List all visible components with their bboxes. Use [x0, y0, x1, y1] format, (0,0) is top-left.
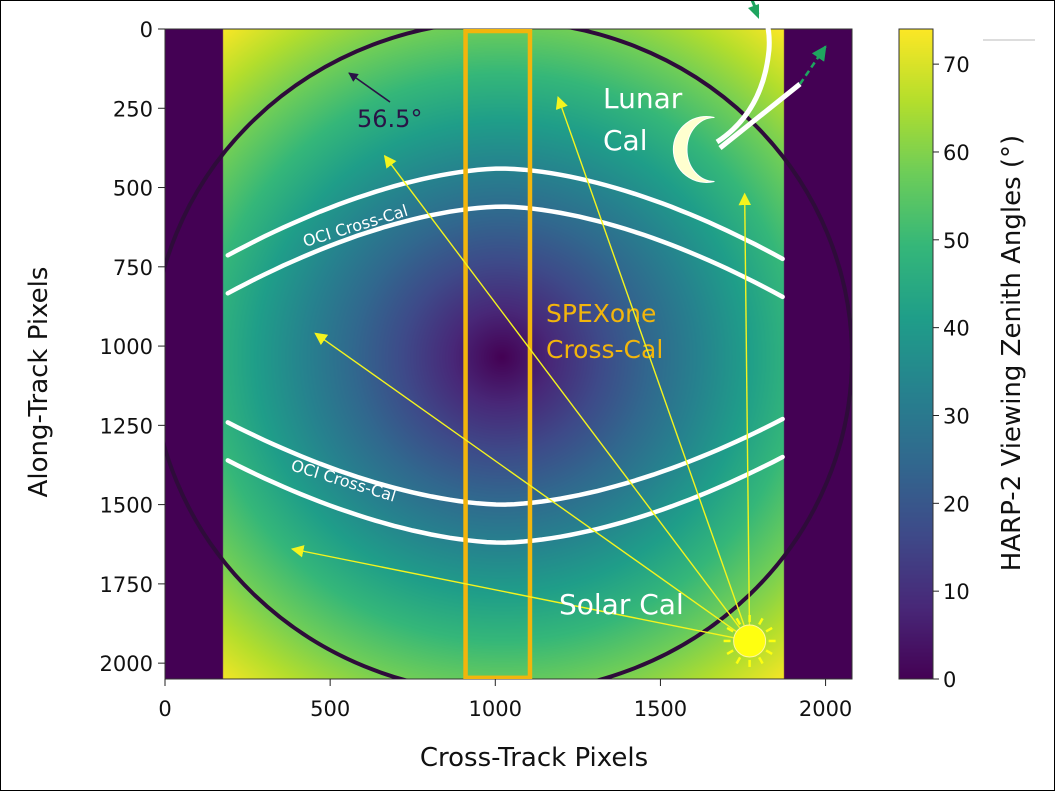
- colorbar-tick-label: 20: [943, 492, 970, 516]
- colorbar-tick-label: 60: [943, 141, 970, 165]
- spexone-label: Cross-Cal: [546, 335, 663, 364]
- colorbar-gradient: [899, 29, 933, 679]
- y-tick-label: 500: [113, 177, 153, 201]
- solar-ray-arrow: [314, 332, 751, 642]
- calibration-overlay-unclipped: [715, 0, 827, 150]
- x-tick-label: 1000: [469, 697, 522, 721]
- y-tick-label: 1500: [100, 494, 153, 518]
- y-tick-label: 1000: [100, 335, 153, 359]
- lunar-cal-label: Cal: [603, 124, 648, 157]
- y-tick-label: 0: [140, 18, 153, 42]
- y-axis-label: Along-Track Pixels: [24, 267, 54, 498]
- colorbar-ticks: 0 10 20 30 40 50 60 70: [933, 53, 970, 692]
- lunar-arrow: [718, 82, 802, 150]
- solar-ray-arrow: [738, 192, 752, 641]
- sun-ray: [735, 656, 742, 665]
- spexone-band: [463, 29, 533, 679]
- colorbar-tick-label: 10: [943, 580, 970, 604]
- spexone-label: SPEXone: [546, 299, 656, 328]
- oci-cross-cal-curve: [225, 416, 785, 507]
- colorbar-tick-label: 70: [943, 53, 970, 77]
- colorbar-tick-label: 40: [943, 317, 970, 341]
- y-tick-label: 750: [113, 256, 153, 280]
- x-axis-label: Cross-Track Pixels: [420, 743, 648, 773]
- lunar-cal-label: Lunar: [603, 82, 683, 115]
- colorbar-tick-label: 30: [943, 404, 970, 428]
- y-axis: 0 250 500 750 1000 1250 1500 1750 2000: [100, 18, 165, 676]
- colorbar-frame: [898, 28, 934, 680]
- sun-ray: [765, 626, 773, 633]
- x-tick-label: 2000: [799, 697, 852, 721]
- sun-ray: [765, 649, 773, 656]
- lunar-green-arrow: [798, 45, 827, 85]
- colorbar-tick-label: 50: [943, 229, 970, 253]
- x-tick-label: 500: [310, 697, 350, 721]
- sun-icon: [723, 614, 776, 667]
- x-tick-label: 0: [158, 697, 171, 721]
- sun-ray: [758, 656, 764, 665]
- solar-cal-label: Solar Cal: [559, 588, 684, 621]
- x-axis: 0 500 1000 1500 2000: [158, 679, 852, 721]
- oci-cross-cal-curve: [225, 204, 785, 300]
- oci-cross-cal-curve: [225, 166, 785, 262]
- x-tick-label: 1500: [634, 697, 687, 721]
- sun-disk: [733, 624, 767, 658]
- y-tick-label: 2000: [100, 652, 153, 676]
- angle-arrow: [348, 72, 391, 103]
- y-tick-label: 1250: [100, 414, 153, 438]
- lunar-arrow: [715, 0, 772, 145]
- vza-heatmap-image: [165, 29, 852, 679]
- colorbar-tick-label: 0: [943, 668, 956, 692]
- sun-ray: [726, 649, 734, 656]
- solar-ray-arrow: [555, 95, 751, 642]
- y-tick-label: 1750: [100, 573, 153, 597]
- moon-icon: [672, 116, 715, 183]
- sun-ray: [726, 626, 734, 633]
- lunar-green-arrowhead: [748, 4, 759, 19]
- colorbar-label: HARP-2 Viewing Zenith Angles (°): [997, 135, 1027, 571]
- sun-ray: [758, 617, 764, 626]
- y-tick-label: 250: [113, 97, 153, 121]
- oci-cross-cal-curve: [225, 454, 785, 545]
- solar-ray-arrow: [290, 545, 750, 642]
- sun-ray: [735, 617, 742, 626]
- angle-label: 56.5°: [357, 105, 422, 133]
- solar-ray-arrow: [383, 154, 751, 642]
